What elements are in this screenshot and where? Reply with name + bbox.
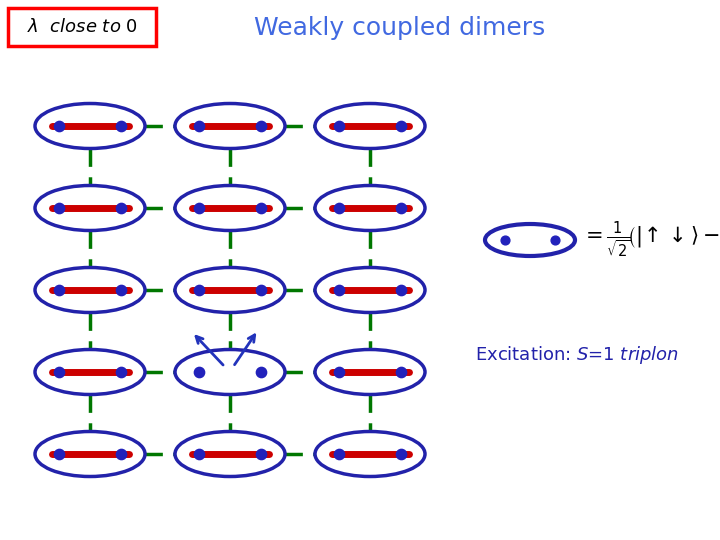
Point xyxy=(194,122,205,130)
Point xyxy=(53,122,65,130)
Point xyxy=(255,286,266,294)
Point xyxy=(395,450,407,458)
Text: Weakly coupled dimers: Weakly coupled dimers xyxy=(254,16,546,40)
Point xyxy=(194,450,205,458)
FancyBboxPatch shape xyxy=(8,8,156,46)
Point xyxy=(395,286,407,294)
Point xyxy=(395,122,407,130)
Point xyxy=(53,286,65,294)
Text: Excitation: $\mathit{S}$=1 $\mathbf{\mathit{triplon}}$: Excitation: $\mathit{S}$=1 $\mathbf{\mat… xyxy=(475,344,679,366)
Point xyxy=(255,122,266,130)
Point xyxy=(115,204,127,212)
Point xyxy=(115,450,127,458)
Point xyxy=(395,204,407,212)
Point xyxy=(194,204,205,212)
Point xyxy=(53,368,65,376)
Point xyxy=(53,204,65,212)
Text: $\lambda$  close to $0$: $\lambda$ close to $0$ xyxy=(27,18,138,36)
Point xyxy=(333,450,345,458)
Point xyxy=(395,368,407,376)
Point xyxy=(255,204,266,212)
Point xyxy=(333,368,345,376)
Point xyxy=(255,450,266,458)
Point xyxy=(333,204,345,212)
Point xyxy=(499,235,510,244)
Point xyxy=(333,122,345,130)
Point xyxy=(115,368,127,376)
Point xyxy=(194,286,205,294)
Point xyxy=(333,286,345,294)
Point xyxy=(255,368,266,376)
Point xyxy=(53,450,65,458)
Point xyxy=(549,235,561,244)
Point xyxy=(194,368,205,376)
Point xyxy=(115,286,127,294)
Point xyxy=(115,122,127,130)
Text: $=\frac{1}{\sqrt{2}}\!\left(|\!\uparrow\downarrow\rangle-|\!\downarrow\uparrow\r: $=\frac{1}{\sqrt{2}}\!\left(|\!\uparrow\… xyxy=(581,220,720,260)
